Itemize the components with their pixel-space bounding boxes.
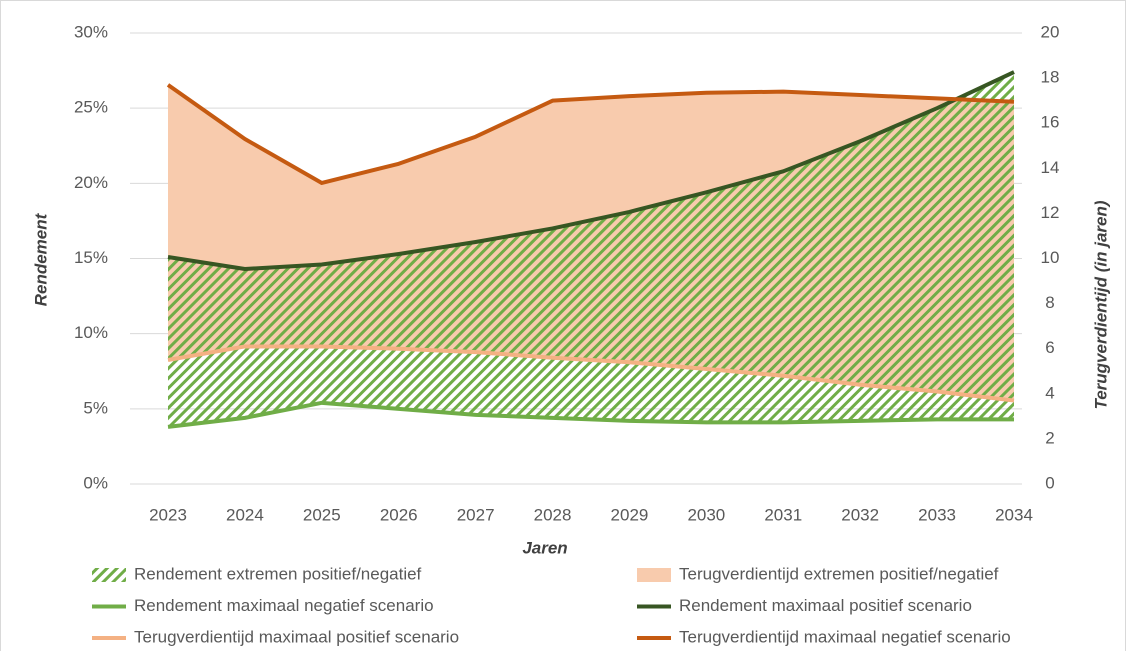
y2-tick-label: 20 <box>1041 22 1060 41</box>
x-tick-label: 2034 <box>995 505 1033 524</box>
y-tick-label: 25% <box>74 98 108 117</box>
line-series <box>167 70 1015 272</box>
legend-swatch <box>92 568 126 582</box>
y2-tick-label: 14 <box>1041 158 1060 177</box>
x-tick-label: 2030 <box>687 505 725 524</box>
y2-tick-label: 2 <box>1045 428 1054 447</box>
y2-tick-label: 18 <box>1041 68 1060 87</box>
y-tick-label: 5% <box>83 398 108 417</box>
legend-label: Rendement maximaal negatief scenario <box>134 596 434 615</box>
x-tick-label: 2024 <box>226 505 264 524</box>
y-tick-label: 0% <box>83 473 108 492</box>
y-tick-label: 20% <box>74 173 108 192</box>
y2-tick-label: 4 <box>1045 383 1054 402</box>
y-tick-label: 15% <box>74 248 108 267</box>
y-axis-title: Rendement <box>31 212 50 306</box>
legend-label: Terugverdientijd maximaal positief scena… <box>134 627 459 646</box>
x-tick-label: 2032 <box>841 505 879 524</box>
line-series <box>166 83 1015 185</box>
y2-tick-label: 10 <box>1041 248 1060 267</box>
y-tick-label: 10% <box>74 323 108 342</box>
x-axis-title: Jaren <box>522 538 567 557</box>
y-tick-label: 30% <box>74 22 108 41</box>
y2-tick-label: 0 <box>1045 473 1054 492</box>
legend-label: Rendement extremen positief/negatief <box>134 564 422 583</box>
legend-label: Rendement maximaal positief scenario <box>679 596 972 615</box>
x-tick-label: 2029 <box>611 505 649 524</box>
y2-tick-label: 8 <box>1045 293 1054 312</box>
x-tick-label: 2026 <box>380 505 418 524</box>
x-tick-label: 2023 <box>149 505 187 524</box>
y2-tick-label: 16 <box>1041 113 1060 132</box>
legend-label: Terugverdientijd extremen positief/negat… <box>679 564 999 583</box>
line-series <box>167 344 1015 403</box>
x-tick-label: 2028 <box>534 505 572 524</box>
line-series <box>167 400 1014 429</box>
y2-tick-label: 12 <box>1041 203 1060 222</box>
x-tick-label: 2027 <box>457 505 495 524</box>
y2-tick-label: 6 <box>1045 338 1054 357</box>
x-tick-label: 2025 <box>303 505 341 524</box>
x-tick-label: 2033 <box>918 505 956 524</box>
legend-label: Terugverdientijd maximaal negatief scena… <box>679 627 1011 646</box>
legend-swatch <box>637 568 671 582</box>
y2-axis-title: Terugverdientijd (in jaren) <box>1091 200 1110 409</box>
band-area <box>168 72 1014 427</box>
x-tick-label: 2031 <box>764 505 802 524</box>
